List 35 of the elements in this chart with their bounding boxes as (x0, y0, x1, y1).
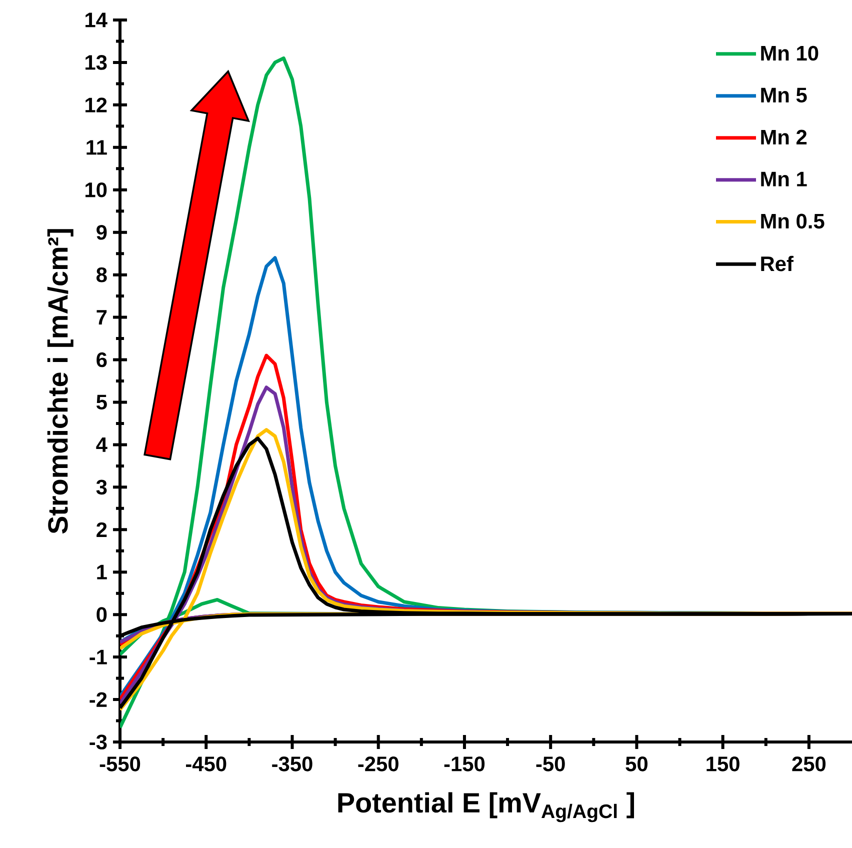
x-tick-label: -250 (358, 756, 398, 772)
legend-label: Mn 10 (761, 46, 818, 61)
y-tick-label: 3 (96, 480, 107, 495)
x-tick-label: -50 (536, 756, 565, 772)
y-tick-label: 10 (86, 182, 107, 198)
x-tick-label: -450 (186, 756, 226, 772)
legend-label: Mn 1 (761, 172, 807, 186)
y-tick-label: 4 (96, 438, 108, 452)
y-tick-label: 12 (86, 98, 107, 112)
y-tick-label: 11 (86, 140, 107, 155)
y-tick-label: 6 (96, 352, 107, 368)
legend-label: Mn 2 (761, 130, 807, 144)
y-tick-label: 5 (96, 394, 107, 410)
y-tick-label: -3 (90, 734, 107, 750)
legend-label: Mn 0.5 (761, 214, 824, 229)
x-tick-label: -550 (100, 756, 140, 772)
y-tick-label: 2 (96, 522, 107, 537)
y-tick-label: 13 (86, 55, 107, 70)
y-tick-label: -2 (90, 692, 107, 707)
x-tick-label: -150 (444, 756, 485, 772)
y-tick-label: 14 (86, 12, 108, 28)
y-tick-label: 9 (96, 224, 107, 240)
x-tick-label: -350 (272, 756, 312, 772)
y-tick-label: 8 (96, 267, 107, 282)
x-tick-label: 150 (706, 756, 740, 772)
x-tick-label: 50 (626, 756, 648, 772)
y-tick-label: 0 (96, 607, 107, 622)
y-tick-label: 7 (96, 310, 107, 324)
legend-label: Mn 5 (761, 88, 807, 103)
legend-label: Ref (761, 256, 794, 272)
x-tick-label: 250 (792, 756, 826, 772)
y-axis-title: Stromdichte i [mA/cm²] (47, 229, 74, 534)
y-tick-label: -1 (90, 650, 107, 664)
y-tick-label: 1 (97, 564, 107, 580)
x-axis-title: Potential E [mV$_{Ag/AgCl}$ ] (338, 792, 634, 822)
